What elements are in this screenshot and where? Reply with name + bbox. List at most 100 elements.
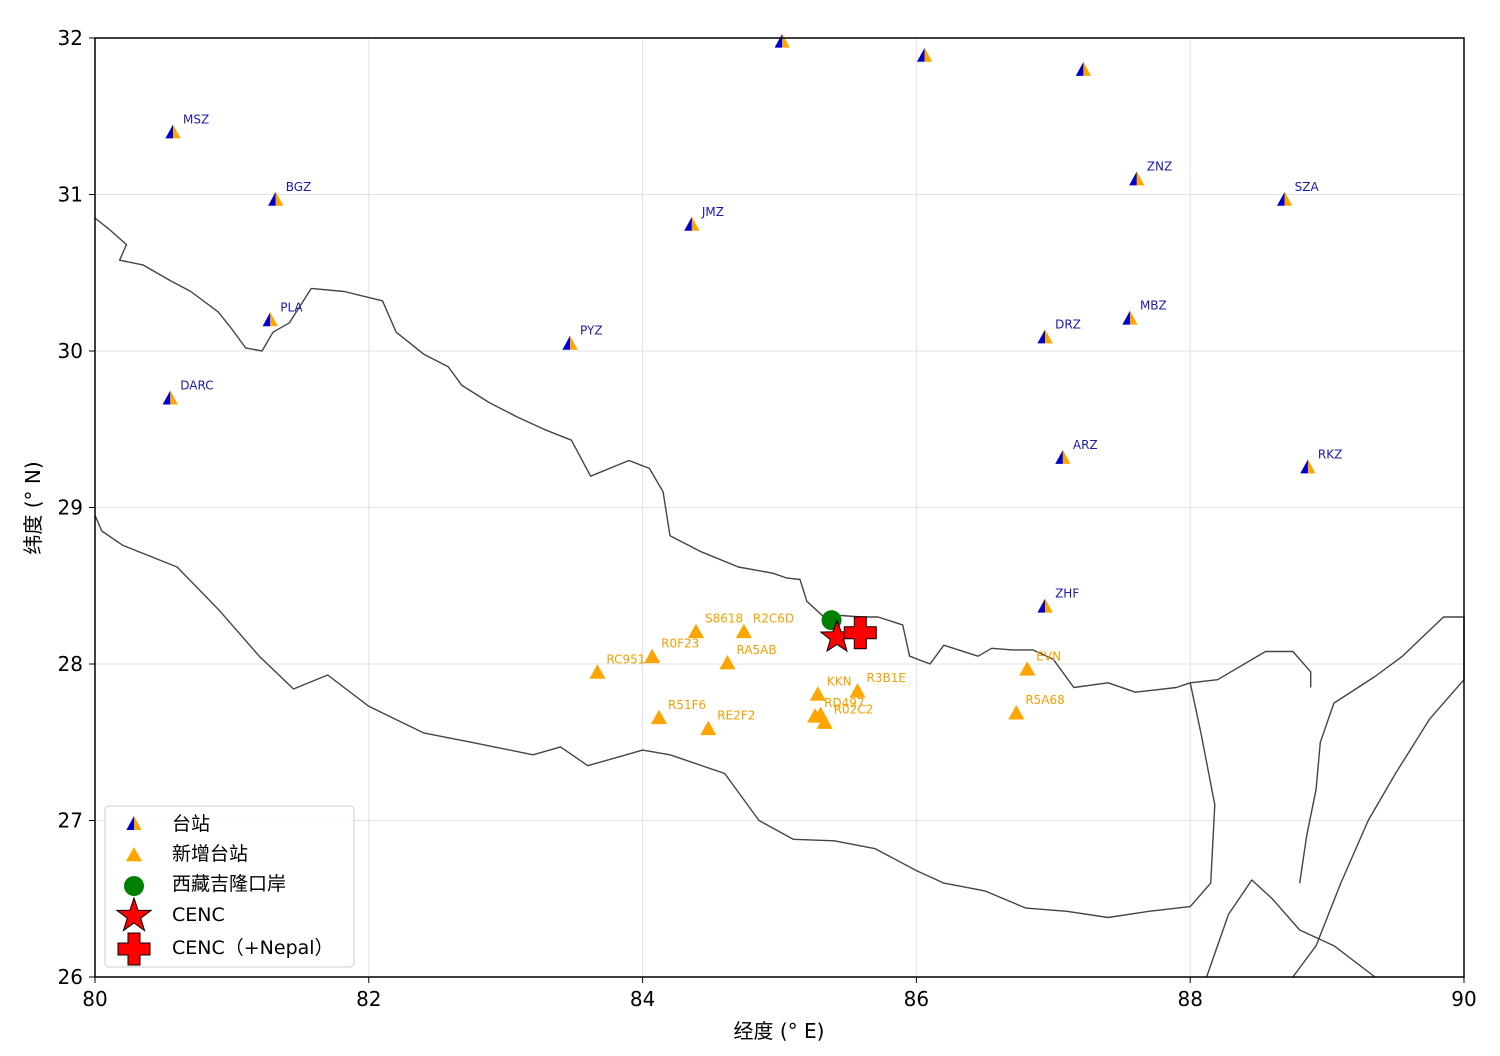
station-marker-right-half [1045, 598, 1053, 613]
station-marker-left-half [1075, 61, 1084, 76]
station-marker-right-half [1045, 329, 1053, 344]
new-station-marker [644, 648, 661, 664]
x-tick-label: 90 [1451, 987, 1476, 1011]
station-marker-left-half [126, 816, 134, 830]
new-station-marker [650, 709, 668, 725]
x-tick-label: 82 [356, 987, 381, 1011]
legend-label-new-station: 新增台站 [172, 843, 248, 865]
y-tick-label: 29 [58, 496, 83, 520]
station-label: PYZ [580, 324, 603, 338]
station-marker-left-half [562, 335, 571, 350]
station-label: BGZ [286, 180, 312, 194]
sikkim-border [1190, 650, 1312, 688]
station-marker-right-half [570, 335, 578, 350]
station-label: SZA [1295, 180, 1320, 194]
legend-port-marker [124, 876, 144, 896]
station-marker-right-half [1083, 61, 1092, 76]
station-marker-right-half [1129, 310, 1138, 325]
cenc-nepal-marker [843, 616, 877, 650]
station-marker-right-half [270, 312, 278, 327]
new-station-marker [589, 664, 606, 679]
station-marker-right-half [924, 47, 933, 62]
station-label: ZNZ [1147, 159, 1172, 173]
station-label: DARC [180, 379, 213, 393]
legend-cenc-nepal-marker [117, 932, 151, 966]
station-marker-left-half [162, 390, 171, 405]
station-label: ZHF [1055, 587, 1079, 601]
legend: 台站 新增台站 西藏吉隆口岸 CENC CENC（+Nepal） [104, 805, 355, 968]
new-station-label: R02C2 [834, 702, 874, 716]
station-label: RKZ [1318, 447, 1342, 461]
x-tick-label: 80 [82, 987, 107, 1011]
new-station-marker [809, 686, 826, 701]
legend-label-port: 西藏吉隆口岸 [172, 873, 286, 895]
x-tick-label: 84 [630, 987, 655, 1011]
station-marker-left-half [1037, 329, 1046, 344]
new-station-marker [1008, 705, 1025, 720]
new-station-label: KKN [827, 674, 852, 688]
station-label: ARZ [1073, 438, 1098, 452]
station-marker-right-half [1307, 459, 1316, 474]
axis-ticks: 80 82 84 86 88 90 26 27 28 29 30 31 32 [58, 26, 1477, 1011]
y-tick-label: 30 [58, 339, 83, 363]
country-borders [94, 217, 1465, 978]
station-marker-right-half [691, 216, 700, 231]
station-marker-right-half [1136, 171, 1145, 186]
legend-label-cenc: CENC [172, 904, 225, 926]
station-marker-left-half [165, 124, 174, 139]
new-station-label: RD497 [824, 696, 864, 710]
station-label: MSZ [183, 112, 209, 126]
station-marker-right-half [782, 33, 790, 48]
y-axis-label: 纬度 (° N) [21, 461, 45, 554]
new-station-label: EVN [1036, 649, 1061, 663]
station-marker-left-half [262, 312, 271, 327]
station-marker-left-half [1277, 191, 1285, 206]
legend-box [104, 805, 355, 968]
station-marker-left-half [684, 216, 692, 231]
new-station-label: S8618 [705, 612, 743, 626]
y-tick-label: 32 [58, 26, 83, 50]
legend-label-station: 台站 [172, 813, 210, 835]
new-station-label: R3B1E [867, 671, 906, 685]
legend-symbols [115, 816, 153, 966]
new-station-label: R0F23 [661, 637, 699, 651]
y-tick-label: 27 [58, 809, 83, 833]
station-marker-right-half [170, 390, 178, 405]
station-marker-right-half [1062, 449, 1071, 464]
new-station-label: R5A68 [1025, 693, 1064, 707]
x-axis-label: 经度 (° E) [734, 1019, 825, 1043]
bhutan-border [1292, 616, 1465, 978]
new-station-label: RA5AB [736, 643, 776, 657]
legend-cenc-marker [115, 896, 153, 932]
new-station-marker [735, 623, 753, 639]
y-tick-label: 31 [58, 183, 83, 207]
new-station-marker [719, 655, 736, 670]
legend-label-cenc-nepal: CENC（+Nepal） [172, 937, 334, 959]
station-marker-left-half [774, 33, 783, 48]
x-tick-label: 86 [904, 987, 929, 1011]
new-station-label: RC951 [606, 652, 645, 666]
new-station-label: RE2F2 [717, 709, 755, 723]
new-station-marker [687, 623, 705, 639]
station-marker-right-half [275, 191, 284, 206]
y-tick-label: 26 [58, 965, 83, 989]
station-marker-left-half [1300, 459, 1308, 474]
new-station-marker [1019, 661, 1036, 676]
station-label: PLA [280, 300, 303, 314]
new-station-marker [849, 683, 866, 698]
station-marker-right-half [1284, 191, 1293, 206]
y-tick-label: 28 [58, 652, 83, 676]
station-marker-right-half [134, 816, 142, 830]
station-marker-right-half [173, 124, 181, 139]
station-marker-left-half [1129, 171, 1137, 186]
new-station-marker [125, 847, 143, 862]
new-station-label: R51F6 [668, 698, 706, 712]
station-label: DRZ [1055, 317, 1081, 331]
new-station-marker [700, 720, 717, 736]
china-nepal-india-border [94, 217, 1216, 919]
station-marker-left-half [916, 47, 925, 62]
new-station-marker [812, 706, 829, 722]
new-station-label: R2C6D [753, 612, 794, 626]
